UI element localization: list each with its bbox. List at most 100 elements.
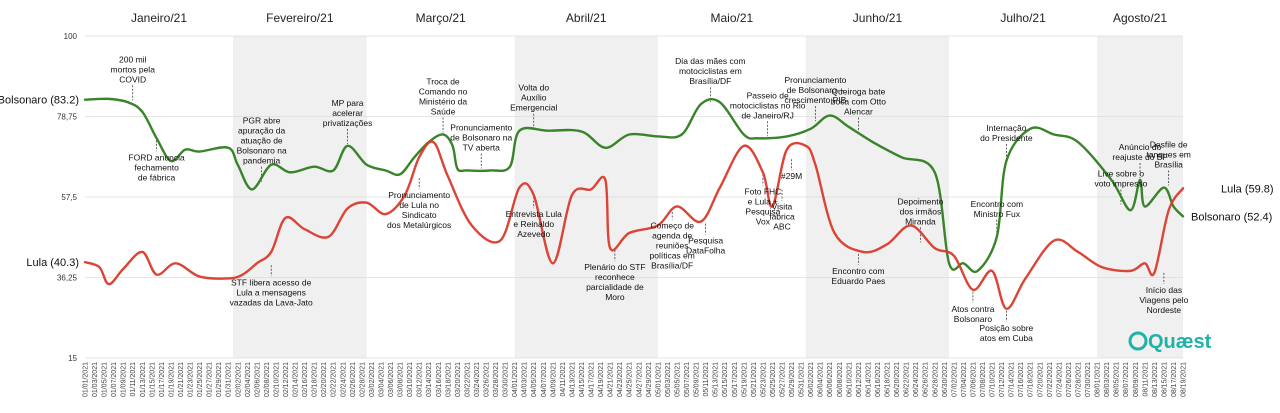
series-end-label: Lula (59.8): [1221, 183, 1274, 195]
logo-text: Quæst: [1148, 331, 1212, 353]
x-tick-label: 07/18/2021: [1028, 362, 1035, 397]
annotation-line: Plenário do STF: [584, 262, 645, 272]
month-label: Agosto/21: [1113, 11, 1167, 25]
annotation-line: de Bolsonaro +: [787, 85, 844, 95]
month-label: Fevereiro/21: [266, 11, 334, 25]
x-tick-label: 07/16/2021: [1018, 362, 1025, 397]
x-tick-label: 08/11/2021: [1142, 362, 1149, 397]
x-tick-label: 02/24/2021: [340, 362, 347, 397]
annotation-line: fechamento: [134, 162, 179, 172]
y-tick-label: 57,5: [61, 193, 77, 202]
series-lines: [83, 97, 1185, 310]
x-tick-label: 06/08/2021: [837, 362, 844, 397]
x-tick-label: 02/28/2021: [359, 362, 366, 397]
x-tick-label: 01/23/2021: [188, 362, 195, 397]
x-tick-label: 02/06/2021: [254, 362, 261, 397]
annotation-line: 200 mil: [119, 54, 147, 64]
x-tick-label: 02/26/2021: [350, 362, 357, 397]
x-tick-label: 08/15/2021: [1161, 362, 1168, 397]
x-tick-label: 03/24/2021: [474, 362, 481, 397]
annotation-line: STF libera acesso de: [231, 277, 312, 287]
annotation-line: Brasília/DF: [651, 260, 693, 270]
annotation-line: Começo de: [650, 220, 694, 230]
annotation-line: atuação de: [241, 136, 283, 146]
x-tick-label: 05/31/2021: [799, 362, 806, 397]
annotation-line: Pesquisa: [745, 206, 780, 216]
annotation-line: reconhece: [595, 272, 635, 282]
x-tick-label: 03/20/2021: [455, 362, 462, 397]
month-labels: Janeiro/21 Fevereiro/21 Março/21 Abril/21 Ma…: [131, 11, 1167, 25]
annotation-line: Nordeste: [1147, 305, 1182, 315]
annotation-line: motociclistas no Rio: [730, 100, 806, 110]
series-start-label: Lula (40.3): [26, 257, 79, 269]
x-tick-label: 01/01/2021: [83, 362, 90, 397]
x-tick-label: 04/19/2021: [598, 362, 605, 397]
y-tick-label: 36,25: [57, 274, 78, 283]
annotation-line: parcialidade de: [586, 282, 644, 292]
annotation-line: Encontro com: [832, 266, 884, 276]
annotation-label: Atos contra Bolsonaro: [951, 304, 994, 324]
annotation-line: políticas em: [650, 250, 695, 260]
annotation-line: motociclistas em: [679, 66, 742, 76]
x-tick-label: 01/21/2021: [178, 362, 185, 397]
annotation-line: Queiroga bate: [831, 86, 885, 96]
x-tick-label: 03/16/2021: [436, 362, 443, 397]
annotation-label: Live sobre o voto impresso: [1094, 168, 1147, 188]
annotation-label: Início das Viagens pelo Nordeste: [1139, 285, 1188, 315]
x-tick-label: 03/12/2021: [417, 362, 424, 397]
annotation-line: Internação: [986, 123, 1026, 133]
annotation-line: Foto FHC: [744, 186, 781, 196]
annotation-line: Alencar: [844, 106, 873, 116]
x-tick-label: 02/22/2021: [331, 362, 338, 397]
x-tick-label: 01/29/2021: [216, 362, 223, 397]
x-tick-label: 07/06/2021: [970, 362, 977, 397]
annotation-label: Visita fábrica ABC: [769, 202, 795, 232]
annotation-line: Ministro Fux: [974, 209, 1021, 219]
x-tick-label: 01/27/2021: [207, 362, 214, 397]
annotation-label: Foto FHC e Lula + Pesquisa Vox: [744, 186, 781, 226]
x-tick-label: 04/09/2021: [550, 362, 557, 397]
annotation-line: dos Metalúrgicos: [387, 220, 451, 230]
x-tick-label: 06/14/2021: [865, 362, 872, 397]
annotation-line: crescimento PIB: [784, 95, 846, 105]
x-tick-labels: 01/01/2021 01/03/2021 01/05/2021 01/07/2021…: [83, 362, 1188, 397]
annotation-line: e Lula +: [748, 196, 779, 206]
x-tick-label: 03/14/2021: [426, 362, 433, 397]
x-tick-label: 01/11/2021: [130, 362, 137, 397]
annotation-line: Encontro com: [971, 199, 1023, 209]
annotation-line: Dia das mães com: [675, 56, 745, 66]
x-tick-label: 06/24/2021: [913, 362, 920, 397]
series-start-label: Bolsonaro (83.2): [0, 95, 79, 107]
x-tick-label: 03/18/2021: [445, 362, 452, 397]
x-tick-label: 04/11/2021: [560, 362, 567, 397]
x-tick-label: 05/17/2021: [732, 362, 739, 397]
x-tick-label: 06/06/2021: [827, 362, 834, 397]
annotation-line: de Lula no: [399, 200, 439, 210]
x-tick-label: 02/08/2021: [264, 362, 271, 397]
x-tick-label: 01/15/2021: [149, 362, 156, 397]
x-tick-label: 08/09/2021: [1133, 362, 1140, 397]
annotation-line: Depoimento: [898, 196, 944, 206]
x-tick-label: 04/07/2021: [541, 362, 548, 397]
x-tick-label: 06/28/2021: [932, 362, 939, 397]
annotation-label: Desfile de tanques em Brasília: [1146, 140, 1190, 170]
annotation-line: Auxílio: [521, 93, 547, 103]
annotation-line: fábrica: [769, 212, 795, 222]
annotation-line: Emergencial: [510, 103, 557, 113]
quaest-logo: Quæst: [1128, 331, 1212, 353]
x-tick-label: 07/30/2021: [1085, 362, 1092, 397]
annotation-line: e Reinaldo: [513, 219, 554, 229]
annotation-label: MP para acelerar privatizações: [323, 98, 373, 128]
x-tick-label: 03/02/2021: [369, 362, 376, 397]
annotation-line: apuração da: [238, 126, 286, 136]
annotation-line: Brasília/DF: [689, 76, 731, 86]
annotation-line: Troca de: [426, 76, 460, 86]
annotation-line: Saúde: [431, 106, 456, 116]
annotation-label: Passeio de motociclistas no Rio de Janeiro…: [730, 90, 806, 120]
annotation-line: Desfile de: [1150, 140, 1188, 150]
annotation-line: do Presidente: [980, 133, 1033, 143]
x-tick-label: 07/28/2021: [1075, 362, 1082, 397]
annotation-line: Pronunciamento: [450, 122, 512, 132]
annotation-line: Comando no: [419, 86, 468, 96]
